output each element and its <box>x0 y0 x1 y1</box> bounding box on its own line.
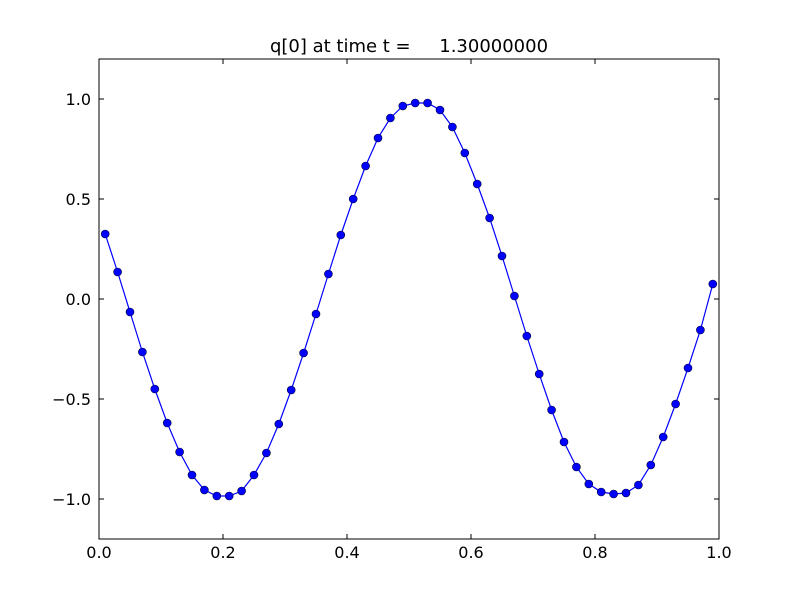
data-point <box>423 98 432 108</box>
data-point <box>497 251 507 261</box>
x-tick-label: 0.6 <box>458 543 483 562</box>
data-point <box>311 309 321 319</box>
data-point <box>696 325 705 335</box>
data-point <box>113 267 122 277</box>
data-point <box>584 479 594 489</box>
chart-title: q[0] at time t = 1.30000000 <box>270 36 548 57</box>
data-point <box>646 460 656 470</box>
data-point <box>100 229 110 239</box>
data-point <box>460 148 470 158</box>
data-point <box>138 347 147 357</box>
x-tick-label: 0.0 <box>86 543 111 562</box>
data-point <box>237 486 246 496</box>
data-point <box>559 437 569 447</box>
data-point <box>125 307 135 317</box>
data-point <box>658 432 668 442</box>
data-point <box>634 480 643 490</box>
x-tick-label: 0.4 <box>334 543 359 562</box>
data-point <box>472 179 482 189</box>
data-point <box>534 369 544 379</box>
data-point <box>187 470 197 480</box>
data-point <box>410 98 420 108</box>
y-tick-label: 1.0 <box>66 90 91 109</box>
data-point <box>522 331 532 341</box>
data-point <box>621 488 631 498</box>
data-point <box>162 418 172 428</box>
data-point <box>435 105 445 115</box>
data-point <box>609 489 618 499</box>
data-point <box>485 213 494 223</box>
data-point <box>708 279 718 289</box>
data-point <box>175 447 184 457</box>
data-point <box>262 448 271 458</box>
data-point <box>274 419 284 429</box>
data-point <box>683 363 693 373</box>
data-point <box>200 485 209 495</box>
y-tick-label: 0.0 <box>66 290 91 309</box>
data-point <box>572 462 581 472</box>
y-tick-label: −1.0 <box>52 490 91 509</box>
y-tick-label: 0.5 <box>66 190 91 209</box>
data-point <box>386 113 395 123</box>
data-point <box>299 348 308 358</box>
data-point <box>671 399 680 409</box>
data-point <box>510 291 519 301</box>
y-tick-label: −0.5 <box>52 390 91 409</box>
data-point <box>373 133 383 143</box>
data-point <box>361 161 370 171</box>
x-tick-label: 1.0 <box>706 543 731 562</box>
data-point <box>249 470 259 480</box>
data-point <box>348 194 358 204</box>
data-point <box>324 269 333 279</box>
data-point <box>286 385 296 395</box>
data-point <box>336 230 346 240</box>
data-point <box>398 101 408 111</box>
data-point <box>596 487 606 497</box>
plot-frame <box>98 58 720 540</box>
data-point <box>212 491 222 501</box>
data-point <box>448 122 457 132</box>
x-tick-label: 0.2 <box>210 543 235 562</box>
data-point <box>150 384 160 394</box>
x-tick-label: 0.8 <box>582 543 607 562</box>
data-point <box>224 491 234 501</box>
data-point <box>547 405 556 415</box>
